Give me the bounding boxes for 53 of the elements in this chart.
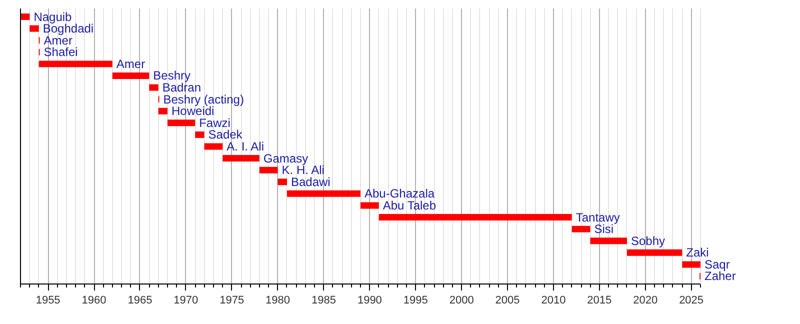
bar [590,238,627,244]
bar [572,226,590,232]
y-tick-label: Fawzi [199,116,230,130]
y-tick-label: Sadek [208,128,244,142]
y-tick-label: Badawi [290,174,330,189]
bar [112,72,150,79]
x-tick-label: 1985 [312,294,336,306]
bar [168,120,196,126]
y-tick-label: Sobhy [630,234,666,248]
bar [360,202,379,209]
bar [149,84,158,91]
bar [222,155,260,162]
bar [378,214,572,221]
bar [278,178,287,186]
y-tick-label: Naguib [34,10,72,24]
y-tick-label: Gamasy [263,151,308,166]
x-tick-label: 2010 [541,294,566,306]
y-tick-label: Tantawy [576,210,620,224]
y-tick-label: Zaki [686,246,709,260]
bar [20,14,30,20]
x-tick-label: 2005 [495,294,520,306]
x-tick-label: 1975 [220,294,244,306]
bar [204,143,223,150]
bar [30,25,39,32]
x-tick-label: 1965 [128,294,152,306]
x-tick-label: 1980 [266,294,290,306]
x-tick-label: 2025 [679,294,704,306]
y-tick-label: Beshry (acting) [163,92,244,106]
x-tick-label: 2015 [587,294,612,306]
x-tick-label: 2020 [633,294,658,306]
bar [682,261,700,268]
y-tick-label: Amer [116,56,146,71]
bar [286,190,360,197]
bar [158,108,168,114]
bar [38,60,112,68]
y-tick-label: Abu Taleb [382,198,436,212]
x-tick-label: 1960 [82,294,106,306]
y-tick-label: Abu-Ghazala [364,186,435,201]
y-tick-label: Zaher [704,269,736,284]
bar [259,166,278,174]
y-tick-label: Badran [162,80,202,95]
x-tick-label: 1955 [36,294,60,306]
y-tick-label: A. I. Ali [226,140,264,154]
x-tick-label: 1970 [174,294,198,306]
y-tick-label: Beshry [153,68,191,83]
y-tick-label: Saqr [704,257,730,272]
x-tick-label: 1995 [403,294,428,306]
bar [626,249,682,256]
x-tick-label: 2000 [449,294,474,306]
x-tick-label: 1990 [357,294,382,306]
y-tick-label: Shafei [44,45,78,60]
y-tick-label: Sisi [594,222,614,236]
bar [195,131,204,138]
